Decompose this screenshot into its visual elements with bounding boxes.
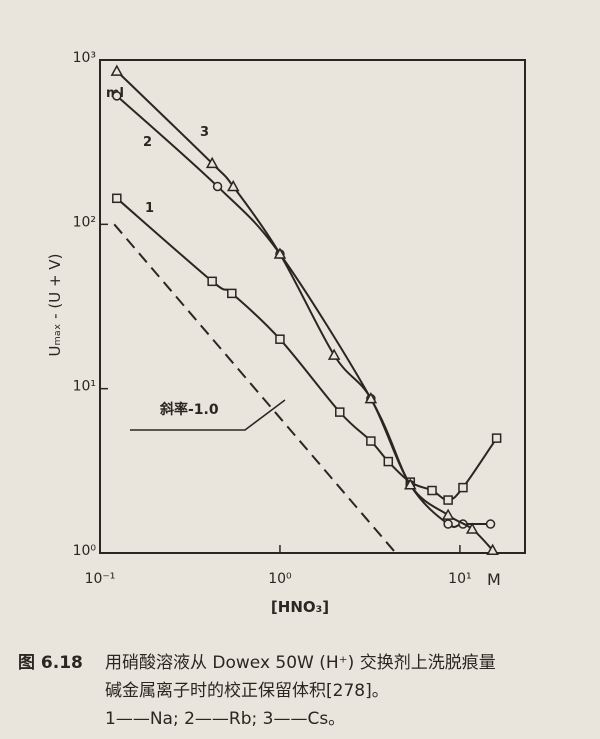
marker: [427, 485, 437, 496]
annotation-leader: [130, 399, 286, 431]
marker: [335, 407, 345, 417]
marker: [207, 276, 217, 287]
series-line: [116, 70, 494, 551]
marker: [275, 334, 285, 344]
marker: [327, 348, 341, 360]
caption-line: 碱金属离子时的校正保留体积[278]。: [105, 681, 389, 701]
series-line: [116, 95, 491, 528]
marker: [227, 288, 237, 299]
caption-number: 图 6.18: [18, 653, 83, 673]
annotation: 斜率-1.0: [159, 401, 219, 418]
reference-line: [113, 223, 397, 554]
marker: [485, 519, 496, 529]
marker: [383, 456, 394, 467]
caption-line: 1——Na; 2——Rb; 3——Cs。: [105, 709, 345, 729]
marker: [458, 482, 468, 493]
curve-label: 3: [200, 125, 209, 140]
marker: [112, 193, 122, 204]
curve-label: 2: [143, 135, 152, 150]
x-unit: M: [487, 570, 501, 589]
x-tick-label: 10⁰: [268, 571, 292, 587]
series-line: [116, 197, 498, 502]
marker: [112, 91, 122, 101]
x-tick-label: 10¹: [448, 571, 471, 587]
plot-frame: [99, 59, 526, 554]
marker: [212, 181, 223, 192]
marker: [273, 247, 287, 259]
marker: [441, 508, 455, 520]
x-tick-label: 10⁻¹: [85, 571, 116, 587]
marker: [404, 478, 417, 490]
marker: [443, 495, 453, 505]
marker: [443, 519, 453, 529]
marker: [110, 64, 124, 76]
marker: [364, 392, 378, 404]
caption-line: 用硝酸溶液从 Dowex 50W (H⁺) 交换剂上洗脱痕量: [105, 653, 496, 673]
x-axis-label: [HNO₃]: [271, 598, 329, 616]
y-tick-label: 10³: [73, 50, 96, 66]
marker: [226, 179, 240, 192]
y-tick-label: 10⁰: [73, 543, 97, 559]
marker: [366, 436, 376, 446]
marker: [491, 433, 502, 443]
marker: [205, 156, 219, 169]
marker: [465, 522, 479, 534]
y-tick-label: 10²: [73, 214, 96, 230]
curve-label: 1: [145, 201, 154, 216]
y-axis-label: Uₘₐₓ - (U + V): [46, 254, 64, 357]
marker: [486, 543, 499, 555]
y-tick-label: 10¹: [73, 379, 96, 395]
